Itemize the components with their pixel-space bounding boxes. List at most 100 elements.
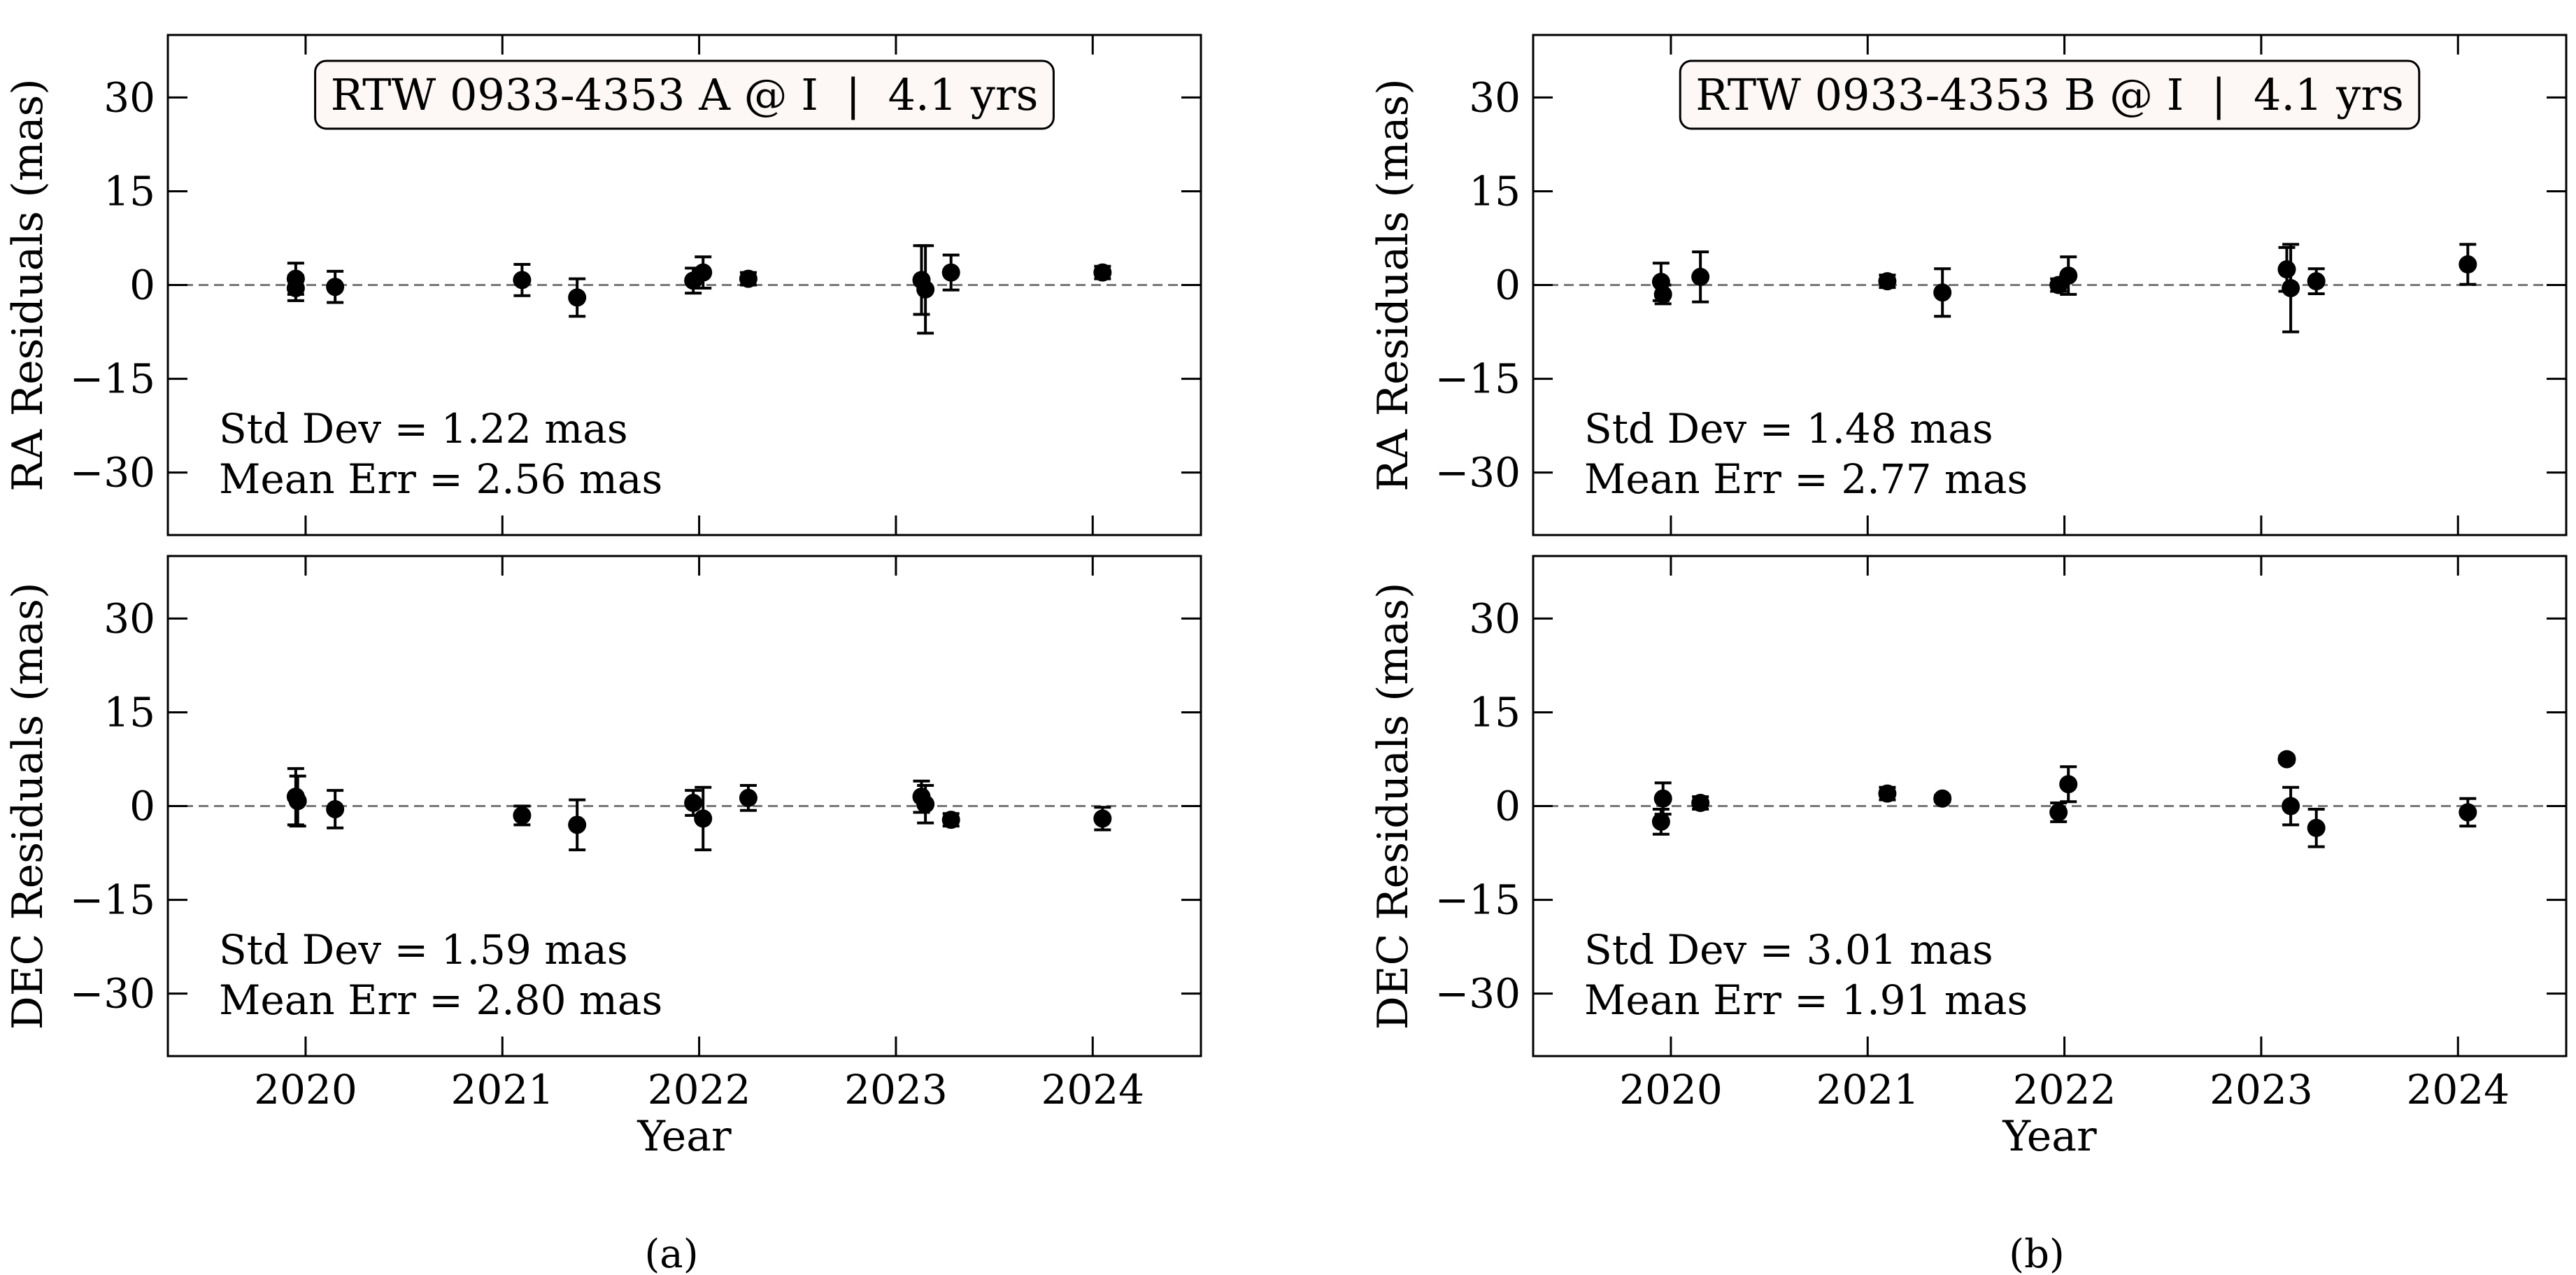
data-point-group	[1653, 781, 1672, 816]
title-box: RTW 0933-4353 A @ I | 4.1 yrs	[314, 59, 1055, 130]
x-tick-label: 2023	[2209, 1066, 2313, 1113]
x-tick-label: 2024	[1041, 1066, 1144, 1113]
y-tick-label: −30	[70, 449, 155, 497]
data-point	[916, 280, 935, 299]
data-point-group	[568, 277, 587, 318]
data-point	[513, 271, 532, 290]
y-tick-label: −30	[1435, 449, 1521, 497]
data-point-group	[2282, 243, 2300, 334]
panel-title: RTW 0933-4353 B @ I | 4.1 yrs	[1695, 69, 2404, 120]
panel-b-dec: 30 15 0 −15 −30 2020 2021 2022 2023 2024 Year DEC R…	[1369, 555, 2568, 1161]
data-point	[2458, 803, 2477, 822]
plot-panels: 30 15 0 −15 −30 RA Residuals (mas) Std Dev = 1…	[3, 34, 2568, 1161]
data-point-group	[2059, 255, 2078, 296]
title-box: RTW 0933-4353 B @ I | 4.1 yrs	[1679, 59, 2421, 130]
data-point	[568, 288, 587, 307]
data-point-group	[1653, 283, 1672, 306]
data-point	[1653, 789, 1672, 808]
data-point-group	[2049, 802, 2068, 823]
y-tick-label: −30	[1435, 970, 1521, 1018]
data-point	[1878, 784, 1897, 803]
panel-a-dec: 30 15 0 −15 −30 2020 2021 2022 2023 2024 Year DEC R…	[3, 555, 1202, 1161]
data-point-group	[513, 804, 532, 827]
title-box-frame	[314, 59, 1055, 130]
data-point	[1653, 285, 1672, 304]
data-point	[326, 799, 345, 818]
y-axis-label: DEC Residuals (mas)	[1369, 583, 1418, 1030]
std-dev-text: Std Dev = 3.01 mas	[1584, 926, 1993, 974]
x-tick-label: 2021	[1816, 1066, 1919, 1113]
mean-err-text: Mean Err = 2.77 mas	[1584, 455, 2028, 503]
data-point-group	[2277, 750, 2296, 769]
data-point	[286, 278, 305, 297]
y-tick-label: 15	[1469, 688, 1521, 736]
data-point-group	[1878, 784, 1897, 803]
data-point	[2277, 750, 2296, 769]
data-point	[684, 794, 703, 813]
data-point	[1933, 789, 1952, 808]
y-axis-label: DEC Residuals (mas)	[3, 583, 52, 1030]
data-point-group	[2458, 797, 2477, 828]
panel-title: RTW 0933-4353 A @ I | 4.1 yrs	[331, 69, 1039, 120]
data-point	[1651, 812, 1670, 831]
caption-a: (a)	[644, 1232, 698, 1275]
x-axis-label: Year	[2002, 1112, 2097, 1161]
data-point-group	[2059, 765, 2078, 804]
data-point	[1093, 263, 1112, 282]
data-point	[2282, 797, 2300, 815]
data-point-group	[286, 274, 305, 302]
data-point-group	[916, 784, 935, 825]
data-point	[2307, 272, 2326, 291]
y-tick-label: −15	[70, 355, 155, 403]
data-point	[1093, 809, 1112, 828]
data-point-group	[513, 263, 532, 297]
data-point	[1691, 267, 1710, 286]
data-point	[2458, 255, 2477, 274]
mean-err-text: Mean Err = 2.80 mas	[219, 976, 662, 1024]
data-point-group	[1093, 806, 1112, 832]
data-point-group	[288, 774, 307, 828]
data-point	[916, 795, 935, 813]
data-point	[2059, 775, 2078, 794]
data-point	[2282, 278, 2300, 297]
data-point	[941, 263, 960, 282]
mean-err-text: Mean Err = 1.91 mas	[1584, 976, 2028, 1024]
panel-b-ra: 30 15 0 −15 −30 RA Residuals (mas) Std Dev = 1…	[1369, 34, 2568, 536]
data-point	[2059, 266, 2078, 285]
y-tick-label: −15	[1435, 355, 1521, 403]
y-tick-label: −15	[1435, 876, 1521, 924]
std-dev-text: Std Dev = 1.48 mas	[1584, 405, 1993, 453]
y-tick-label: 0	[129, 262, 155, 309]
x-tick-label: 2020	[1619, 1066, 1723, 1113]
data-point	[568, 815, 587, 834]
data-point-group	[941, 253, 960, 292]
data-point-group	[739, 269, 757, 288]
y-tick-label: 15	[1469, 167, 1521, 215]
y-tick-label: 15	[104, 688, 155, 736]
data-point-group	[1691, 250, 1710, 304]
data-point	[1933, 283, 1952, 302]
mean-err-text: Mean Err = 2.56 mas	[219, 455, 662, 503]
y-tick-label: −15	[70, 876, 155, 924]
std-dev-text: Std Dev = 1.22 mas	[219, 405, 628, 453]
data-point	[694, 263, 713, 282]
data-point	[1878, 272, 1897, 291]
x-tick-label: 2021	[450, 1066, 554, 1113]
data-point-group	[941, 811, 960, 829]
data-point-group	[694, 785, 713, 852]
y-tick-label: 0	[129, 783, 155, 830]
x-tick-label: 2023	[844, 1066, 948, 1113]
y-tick-label: 30	[1469, 73, 1521, 121]
data-point-group	[916, 244, 935, 335]
data-point	[2307, 818, 2326, 837]
std-dev-text: Std Dev = 1.59 mas	[219, 926, 628, 974]
data-point-group	[1691, 794, 1710, 813]
y-tick-label: 30	[104, 594, 155, 642]
x-tick-label: 2024	[2406, 1066, 2510, 1113]
y-tick-label: 30	[104, 73, 155, 121]
data-point	[2277, 260, 2296, 279]
data-point-group	[1878, 272, 1897, 291]
y-tick-label: 30	[1469, 594, 1521, 642]
x-axis-label: Year	[636, 1112, 732, 1161]
